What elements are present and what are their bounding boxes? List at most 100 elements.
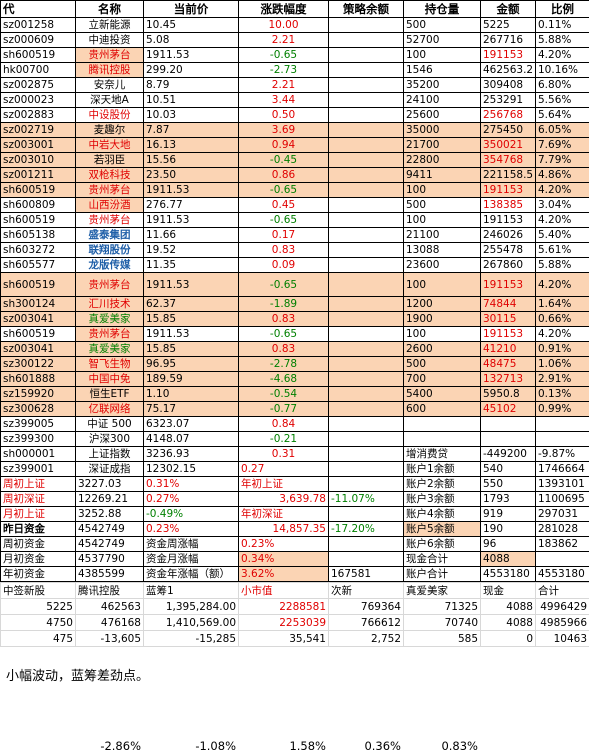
table-cell: -4.68 (239, 372, 329, 387)
table-cell: 23600 (404, 258, 481, 273)
header-cell: 涨跌幅度 (239, 1, 329, 18)
table-cell: 1911.53 (144, 183, 239, 198)
table-cell (481, 417, 536, 432)
table-cell: 账户6余额 (404, 537, 481, 552)
table-cell: 12269.21 (76, 492, 144, 507)
table-cell: 中设股份 (76, 108, 144, 123)
table-cell (404, 417, 481, 432)
table-cell (329, 138, 404, 153)
footer-cell: 0.83% (403, 735, 480, 756)
table-cell: 4985966 (536, 615, 589, 631)
table-cell: 0.99% (536, 402, 589, 417)
table-cell: 96.95 (144, 357, 239, 372)
table-cell: 35,541 (239, 631, 329, 647)
table-cell: 500 (404, 18, 481, 33)
footer-cell: -2.86% (75, 735, 143, 756)
table-cell (329, 462, 404, 477)
table-cell: 354768 (481, 153, 536, 168)
table-cell: 1546 (404, 63, 481, 78)
table-cell (329, 78, 404, 93)
table-cell: 4.20% (536, 327, 589, 342)
footer-row: -2.86%-1.08%1.58%0.36%0.83% (0, 735, 589, 756)
table-cell: 309408 (481, 78, 536, 93)
table-cell: sz399001 (1, 462, 76, 477)
table-cell: 1911.53 (144, 273, 239, 297)
table-cell: 550 (481, 477, 536, 492)
table-cell: sz003041 (1, 342, 76, 357)
table-cell: 221158.5 (481, 168, 536, 183)
table-cell: 现金合计 (404, 552, 481, 567)
table-cell (329, 63, 404, 78)
table-cell: 0.31 (239, 447, 329, 462)
table-cell: 24100 (404, 93, 481, 108)
table-cell: 月初资金 (1, 552, 76, 567)
table-cell: 5400 (404, 387, 481, 402)
table-cell: 45102 (481, 402, 536, 417)
table-cell: 191153 (481, 48, 536, 63)
table-cell: 5950.8 (481, 387, 536, 402)
table-cell: 7.87 (144, 123, 239, 138)
table-cell (329, 33, 404, 48)
table-cell: sz300122 (1, 357, 76, 372)
table-cell: 麦趣尔 (76, 123, 144, 138)
table-cell: -0.45 (239, 153, 329, 168)
table-cell: 1911.53 (144, 327, 239, 342)
table-cell: 深证成指 (76, 462, 144, 477)
table-cell: sz399300 (1, 432, 76, 447)
table-cell: 中迪投资 (76, 33, 144, 48)
table-cell: 132713 (481, 372, 536, 387)
table-cell: 2.21 (239, 33, 329, 48)
table-cell: 167581 (329, 567, 404, 582)
table-cell: 深天地A (76, 93, 144, 108)
table-cell: sh000001 (1, 447, 76, 462)
footer-cell: -1.08% (143, 735, 238, 756)
table-cell: 1200 (404, 297, 481, 312)
table-cell: sh605138 (1, 228, 76, 243)
table-cell: 周初资金 (1, 537, 76, 552)
table-cell: 700 (404, 372, 481, 387)
table-cell (329, 183, 404, 198)
table-cell: 账户2余额 (404, 477, 481, 492)
table-cell: 真爱美家 (76, 342, 144, 357)
table-cell: sz300628 (1, 402, 76, 417)
table-cell: 3.44 (239, 93, 329, 108)
table-cell: 4.20% (536, 273, 589, 297)
table-cell: 2253039 (239, 615, 329, 631)
table-cell: 亿联网络 (76, 402, 144, 417)
header-cell: 小市值 (239, 583, 329, 599)
table-cell (329, 258, 404, 273)
table-cell: 15.85 (144, 312, 239, 327)
table-cell: 766612 (329, 615, 404, 631)
table-cell: 0 (481, 631, 536, 647)
table-cell (329, 537, 404, 552)
table-cell: 4088 (481, 599, 536, 615)
table-cell: 周初深证 (1, 492, 76, 507)
header-row: 代名称当前价涨跌幅度策略余额持仓量金额比例 (1, 1, 589, 18)
table-cell: 1.10 (144, 387, 239, 402)
table-cell: 10.00 (239, 18, 329, 33)
table-cell: 23.50 (144, 168, 239, 183)
header-cell: 中签新股 (1, 583, 76, 599)
table-cell: 周初上证 (1, 477, 76, 492)
table-cell: 275450 (481, 123, 536, 138)
table-cell: 2.91% (536, 372, 589, 387)
table-cell: 1746664 (536, 462, 589, 477)
table-cell: -1.89 (239, 297, 329, 312)
table-cell: 96 (481, 537, 536, 552)
table-cell: 资金周涨幅 (144, 537, 239, 552)
table-cell: 8.79 (144, 78, 239, 93)
table-cell: 3236.93 (144, 447, 239, 462)
table-cell: sh601888 (1, 372, 76, 387)
table-cell: 281028 (536, 522, 589, 537)
table-cell: 1911.53 (144, 48, 239, 63)
header-cell: 当前价 (144, 1, 239, 18)
